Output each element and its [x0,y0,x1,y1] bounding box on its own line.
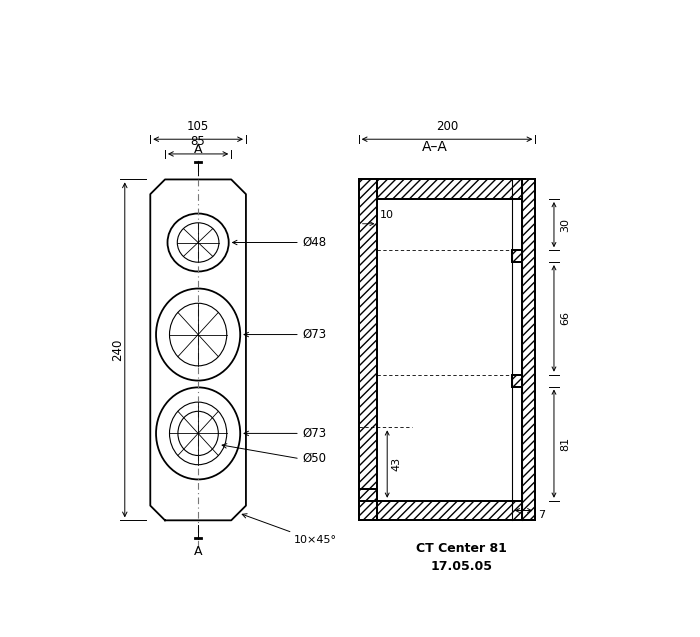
Text: A: A [194,545,202,558]
Bar [358,489,377,501]
Bar [358,180,377,520]
Bar [358,180,536,199]
Text: 30: 30 [560,218,570,232]
Bar [358,501,536,520]
Text: 66: 66 [560,311,570,326]
Text: Ø73: Ø73 [302,328,326,341]
Text: 43: 43 [391,457,401,471]
Text: 7: 7 [538,510,545,520]
Text: 85: 85 [190,135,206,148]
Text: Ø48: Ø48 [302,236,326,249]
Bar [358,180,536,199]
Bar [358,501,536,520]
Text: 81: 81 [560,436,570,451]
Bar [512,250,522,262]
Bar [522,180,536,520]
Text: A: A [194,143,202,157]
Bar [512,375,522,387]
Text: Ø73: Ø73 [302,427,326,440]
Text: 105: 105 [187,120,209,133]
Text: CT Center 81
17.05.05: CT Center 81 17.05.05 [416,543,508,573]
Bar [358,489,377,501]
Bar [358,180,377,520]
Bar [512,250,522,262]
Bar [522,180,536,520]
Text: 10×45°: 10×45° [294,535,337,545]
Text: 200: 200 [436,120,459,133]
Text: A–A: A–A [421,140,447,154]
Text: 10: 10 [380,210,394,220]
Bar [512,375,522,387]
Text: 240: 240 [111,339,125,361]
Text: Ø50: Ø50 [302,452,326,465]
